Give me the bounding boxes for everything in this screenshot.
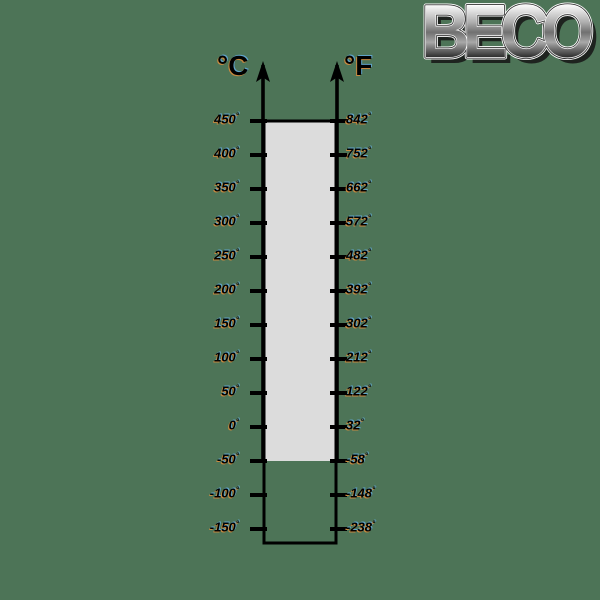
svg-text:BECO: BECO — [421, 0, 591, 74]
